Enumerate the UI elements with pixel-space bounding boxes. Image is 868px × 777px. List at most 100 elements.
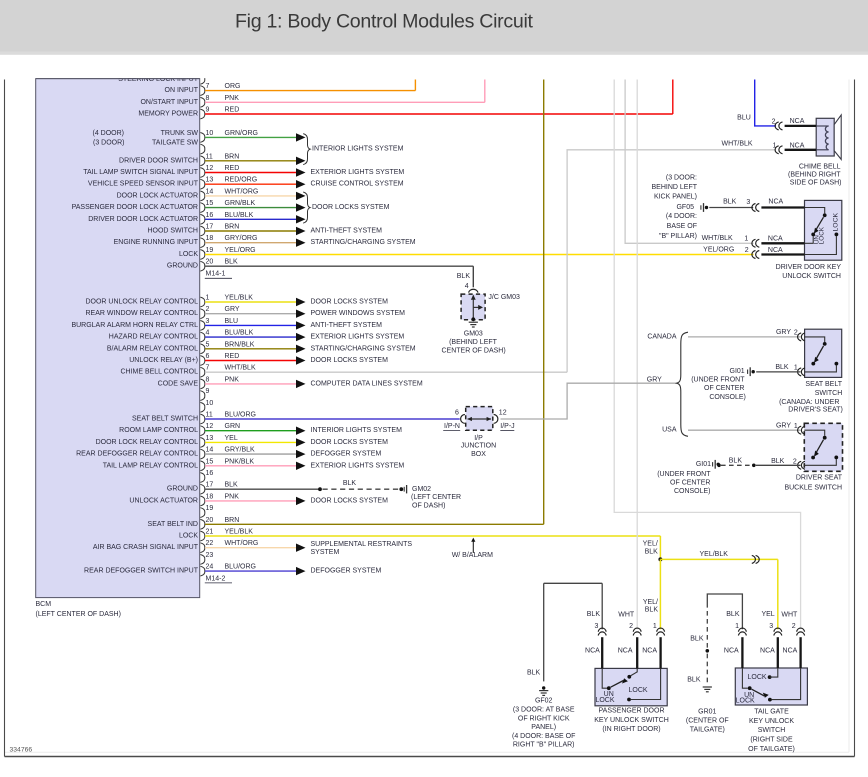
svg-text:ENGINE RUNNING INPUT: ENGINE RUNNING INPUT xyxy=(114,239,199,246)
svg-text:GRY: GRY xyxy=(647,376,662,383)
svg-text:(4 DOOR): (4 DOOR) xyxy=(93,130,125,137)
svg-text:DRIVER'S SEAT): DRIVER'S SEAT) xyxy=(788,407,843,414)
svg-text:BLK: BLK xyxy=(225,482,239,489)
svg-text:CONSOLE): CONSOLE) xyxy=(709,394,746,401)
svg-text:GI01: GI01 xyxy=(696,461,711,468)
svg-text:JUNCTION: JUNCTION xyxy=(461,443,496,450)
svg-text:BRN: BRN xyxy=(225,517,240,524)
svg-text:GRN/BLK: GRN/BLK xyxy=(225,200,256,207)
svg-text:9: 9 xyxy=(206,388,210,395)
svg-text:BLK: BLK xyxy=(343,480,357,487)
svg-text:WHT/BLK: WHT/BLK xyxy=(721,141,752,148)
svg-text:PNK: PNK xyxy=(225,95,240,102)
svg-text:BLK: BLK xyxy=(690,635,704,642)
svg-text:DOOR LOCK ACTUATOR: DOOR LOCK ACTUATOR xyxy=(117,192,198,199)
svg-text:WHT/ORG: WHT/ORG xyxy=(225,188,259,195)
svg-text:ROOM LAMP CONTROL: ROOM LAMP CONTROL xyxy=(119,427,198,434)
svg-text:LOCK: LOCK xyxy=(736,698,755,705)
svg-text:GF02: GF02 xyxy=(535,697,553,704)
svg-text:1: 1 xyxy=(653,623,657,630)
svg-text:NCA: NCA xyxy=(790,142,805,149)
svg-text:UN: UN xyxy=(604,691,614,698)
svg-text:STARTING/CHARGING SYSTEM: STARTING/CHARGING SYSTEM xyxy=(311,239,416,246)
svg-text:7: 7 xyxy=(206,365,210,372)
svg-text:COMPUTER DATA LINES SYSTEM: COMPUTER DATA LINES SYSTEM xyxy=(311,380,423,387)
svg-text:(CENTER OF: (CENTER OF xyxy=(686,718,729,725)
svg-text:UNLOCK ACTUATOR: UNLOCK ACTUATOR xyxy=(129,497,198,504)
svg-text:INTERIOR LIGHTS SYSTEM: INTERIOR LIGHTS SYSTEM xyxy=(311,427,403,434)
svg-text:YEL/BLK: YEL/BLK xyxy=(699,551,728,558)
svg-text:1: 1 xyxy=(794,364,798,371)
svg-text:GRY: GRY xyxy=(776,329,791,336)
svg-text:GROUND: GROUND xyxy=(167,263,198,270)
svg-text:DRIVER DOOR SWITCH: DRIVER DOOR SWITCH xyxy=(119,157,198,164)
svg-text:(4 DOOR:: (4 DOOR: xyxy=(666,213,697,220)
svg-text:(4 DOOR: BASE OF: (4 DOOR: BASE OF xyxy=(512,733,575,740)
svg-text:(LEFT CENTER: (LEFT CENTER xyxy=(411,494,461,501)
svg-text:BLK: BLK xyxy=(687,677,701,684)
svg-text:2: 2 xyxy=(206,306,210,313)
svg-text:1: 1 xyxy=(206,295,210,302)
svg-text:WHT/ORG: WHT/ORG xyxy=(225,540,259,547)
svg-text:6: 6 xyxy=(206,353,210,360)
svg-text:UNLOCK RELAY (B+): UNLOCK RELAY (B+) xyxy=(129,357,198,364)
svg-text:RED/ORG: RED/ORG xyxy=(225,177,258,184)
svg-text:11: 11 xyxy=(206,153,213,160)
svg-text:B/ALARM RELAY CONTROL: B/ALARM RELAY CONTROL xyxy=(107,345,198,352)
svg-text:13: 13 xyxy=(206,177,214,184)
svg-text:OF DASH): OF DASH) xyxy=(412,502,445,509)
svg-text:SWITCH: SWITCH xyxy=(815,390,843,397)
svg-text:TAILGATE): TAILGATE) xyxy=(690,727,725,734)
svg-text:OF CENTER: OF CENTER xyxy=(670,479,710,486)
svg-text:TRUNK SW: TRUNK SW xyxy=(161,130,199,137)
svg-text:SEAT BELT: SEAT BELT xyxy=(805,381,842,388)
svg-text:3: 3 xyxy=(594,623,598,630)
svg-text:BLK: BLK xyxy=(645,607,659,614)
svg-text:UN: UN xyxy=(814,235,821,245)
svg-text:LOCK: LOCK xyxy=(818,226,825,244)
svg-text:DOOR UNLOCK RELAY CONTROL: DOOR UNLOCK RELAY CONTROL xyxy=(85,299,198,306)
svg-text:INTERIOR LIGHTS SYSTEM: INTERIOR LIGHTS SYSTEM xyxy=(312,145,404,152)
svg-text:12: 12 xyxy=(206,165,214,172)
svg-text:STEERING LOCK INPUT: STEERING LOCK INPUT xyxy=(118,76,198,83)
svg-text:(3 DOOR): (3 DOOR) xyxy=(93,139,125,146)
svg-text:2: 2 xyxy=(745,247,749,254)
svg-text:7: 7 xyxy=(206,83,210,90)
svg-text:BASE OF: BASE OF xyxy=(667,223,697,230)
svg-text:21: 21 xyxy=(206,529,214,536)
svg-text:23: 23 xyxy=(206,552,214,559)
svg-text:LOCK: LOCK xyxy=(595,697,614,704)
svg-text:M14-1: M14-1 xyxy=(206,271,226,278)
svg-text:BEHIND LEFT: BEHIND LEFT xyxy=(651,184,697,191)
svg-text:REAR WINDOW RELAY CONTROL: REAR WINDOW RELAY CONTROL xyxy=(85,310,198,317)
svg-text:LOCK: LOCK xyxy=(629,687,648,694)
svg-text:I/P-N: I/P-N xyxy=(444,423,460,430)
svg-text:(LEFT CENTER OF DASH): (LEFT CENTER OF DASH) xyxy=(36,611,121,618)
svg-text:AIR BAG CRASH SIGNAL INPUT: AIR BAG CRASH SIGNAL INPUT xyxy=(93,544,199,551)
svg-text:WHT: WHT xyxy=(618,612,635,619)
svg-text:YEL/BLK: YEL/BLK xyxy=(225,295,254,302)
svg-text:CRUISE CONTROL SYSTEM: CRUISE CONTROL SYSTEM xyxy=(311,181,404,188)
svg-text:10: 10 xyxy=(206,400,214,407)
svg-text:YEL: YEL xyxy=(761,611,774,618)
svg-text:3: 3 xyxy=(769,623,773,630)
svg-text:BLU/ORG: BLU/ORG xyxy=(225,564,257,571)
svg-text:BLK: BLK xyxy=(726,611,740,618)
svg-text:17: 17 xyxy=(206,482,214,489)
svg-text:20: 20 xyxy=(206,259,214,266)
svg-text:BLU: BLU xyxy=(737,114,751,121)
svg-text:WHT/BLK: WHT/BLK xyxy=(702,235,733,242)
svg-text:BLU/ORG: BLU/ORG xyxy=(225,412,257,419)
svg-text:YEL/: YEL/ xyxy=(643,540,658,547)
svg-text:(IN RIGHT DOOR): (IN RIGHT DOOR) xyxy=(602,726,660,733)
svg-text:UNLOCK SWITCH: UNLOCK SWITCH xyxy=(782,273,841,280)
svg-text:DOOR LOCKS SYSTEM: DOOR LOCKS SYSTEM xyxy=(311,497,389,504)
svg-text:2: 2 xyxy=(629,623,633,630)
svg-text:(CANADA: UNDER: (CANADA: UNDER xyxy=(779,399,839,406)
svg-text:(3 DOOR:: (3 DOOR: xyxy=(666,175,697,182)
svg-text:OF CENTER: OF CENTER xyxy=(704,385,744,392)
svg-text:"B" PILLAR): "B" PILLAR) xyxy=(659,233,697,240)
svg-text:DRIVER DOOR LOCK ACTUATOR: DRIVER DOOR LOCK ACTUATOR xyxy=(88,216,198,223)
svg-text:PASSENGER DOOR: PASSENGER DOOR xyxy=(599,708,665,715)
svg-text:GRY: GRY xyxy=(225,306,240,313)
